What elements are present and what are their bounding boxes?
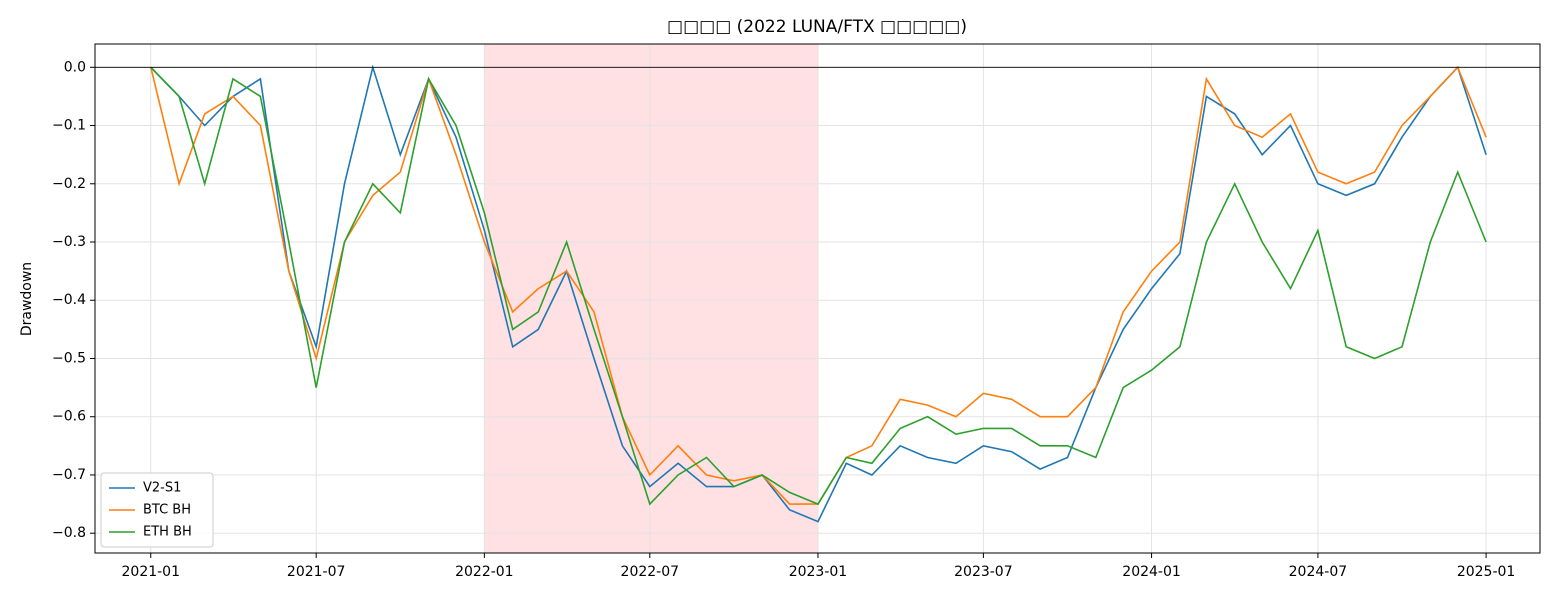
x-tick-label: 2022-07 bbox=[621, 564, 680, 580]
x-tick-label: 2025-01 bbox=[1457, 564, 1516, 580]
x-tick-label: 2023-07 bbox=[954, 564, 1013, 580]
plot-frame bbox=[94, 43, 1541, 554]
y-tick-label: −0.5 bbox=[52, 350, 86, 366]
y-tick-label: −0.7 bbox=[52, 467, 86, 483]
legend: V2-S1 BTC BH ETH BH bbox=[100, 472, 214, 548]
y-tick-label: −0.6 bbox=[52, 409, 86, 425]
y-tick-label: −0.2 bbox=[52, 176, 86, 192]
x-tick-label: 2022-01 bbox=[455, 564, 514, 580]
y-tick-label: −0.4 bbox=[52, 292, 86, 308]
legend-label: V2-S1 bbox=[143, 481, 181, 496]
legend-label: ETH BH bbox=[143, 525, 192, 540]
chart-title: □□□□ (2022 LUNA/FTX □□□□□) bbox=[667, 17, 967, 37]
x-tick-label: 2024-07 bbox=[1289, 564, 1348, 580]
y-tick-label: −0.1 bbox=[52, 118, 86, 134]
legend-box bbox=[100, 472, 214, 548]
x-tick-label: 2021-01 bbox=[122, 564, 181, 580]
y-tick-label: −0.3 bbox=[52, 234, 86, 250]
x-tick-label: 2024-01 bbox=[1122, 564, 1181, 580]
y-axis-label: Drawdown bbox=[19, 262, 35, 336]
legend-label: BTC BH bbox=[143, 503, 191, 518]
highlight-region bbox=[484, 44, 818, 553]
x-tick-label: 2021-07 bbox=[287, 564, 346, 580]
x-tick-label: 2023-01 bbox=[789, 564, 848, 580]
series-line bbox=[150, 66, 1487, 506]
y-tick-label: 0.0 bbox=[64, 59, 86, 75]
y-tick-label: −0.8 bbox=[52, 525, 86, 541]
